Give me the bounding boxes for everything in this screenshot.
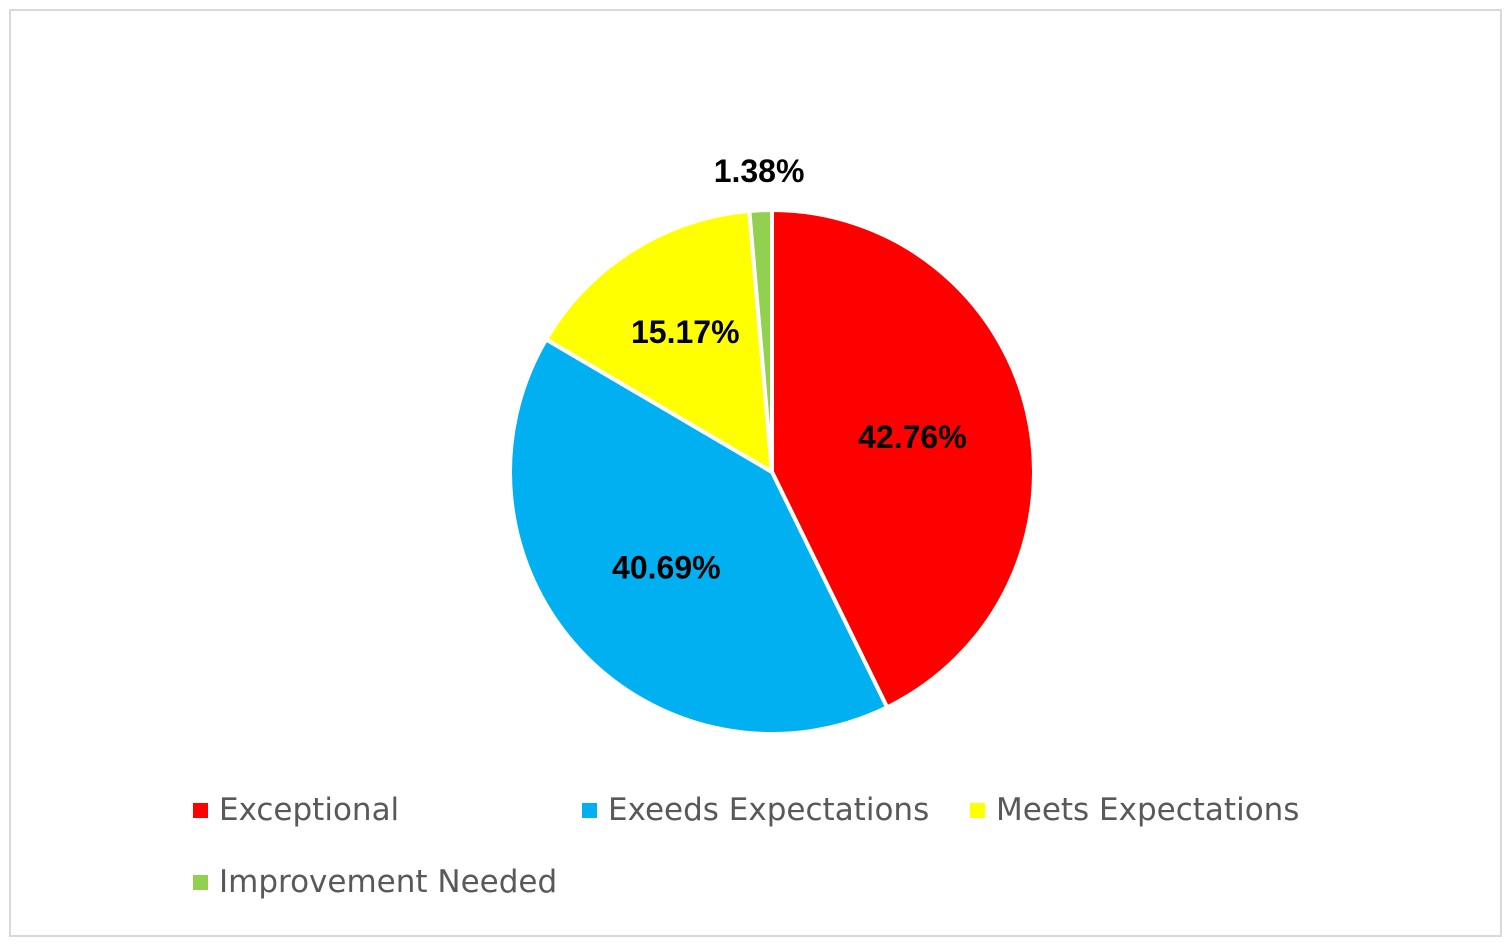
data-labels: 42.76% 40.69% 15.17% 1.38% <box>612 153 967 585</box>
pie-slice-improvement-needed <box>747 208 774 474</box>
pie-slice-exceptional <box>770 208 1036 710</box>
data-label-exceptional: 42.76% <box>858 419 967 455</box>
legend-item-exceptional: Exceptional <box>193 790 399 830</box>
legend-label-exceptional: Exceptional <box>219 792 400 828</box>
pie-slice-exeeds-expectations <box>508 337 890 736</box>
pie-slice-meets-expectations <box>544 208 774 474</box>
legend-item-exeeds-expectations: Exeeds Expectations <box>582 790 929 830</box>
pie-slices <box>508 208 1036 736</box>
data-label-exeeds-expectations: 40.69% <box>612 549 721 585</box>
legend-swatch-meets-expectations <box>970 802 985 818</box>
data-label-meets-expectations: 15.17% <box>631 314 740 350</box>
legend-item-meets-expectations: Meets Expectations <box>970 790 1299 830</box>
legend-swatch-exceptional <box>193 802 208 818</box>
legend-label-exeeds-expectations: Exeeds Expectations <box>608 792 930 828</box>
data-label-improvement-needed: 1.38% <box>714 153 805 189</box>
legend-label-improvement-needed: Improvement Needed <box>219 864 558 900</box>
legend-swatch-exeeds-expectations <box>582 802 597 818</box>
legend-item-improvement-needed: Improvement Needed <box>193 862 557 902</box>
legend-swatch-improvement-needed <box>193 874 208 890</box>
legend-label-meets-expectations: Meets Expectations <box>996 792 1300 828</box>
